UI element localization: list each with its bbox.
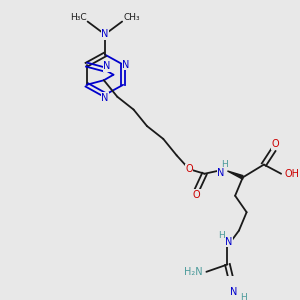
Text: N: N	[225, 237, 232, 247]
Text: H: H	[221, 160, 228, 169]
Text: N: N	[101, 29, 109, 39]
Text: N: N	[230, 287, 238, 297]
Text: H: H	[218, 231, 225, 240]
Polygon shape	[227, 171, 243, 179]
Text: N: N	[101, 93, 109, 103]
Text: H₂N: H₂N	[184, 267, 202, 277]
Text: O: O	[193, 190, 201, 200]
Text: CH₃: CH₃	[123, 14, 140, 22]
Text: OH: OH	[284, 169, 299, 179]
Text: O: O	[272, 140, 279, 149]
Text: O: O	[185, 164, 193, 174]
Text: N: N	[122, 60, 130, 70]
Text: H: H	[240, 293, 247, 300]
Text: N: N	[103, 61, 110, 71]
Text: H₃C: H₃C	[70, 14, 86, 22]
Text: N: N	[217, 168, 224, 178]
